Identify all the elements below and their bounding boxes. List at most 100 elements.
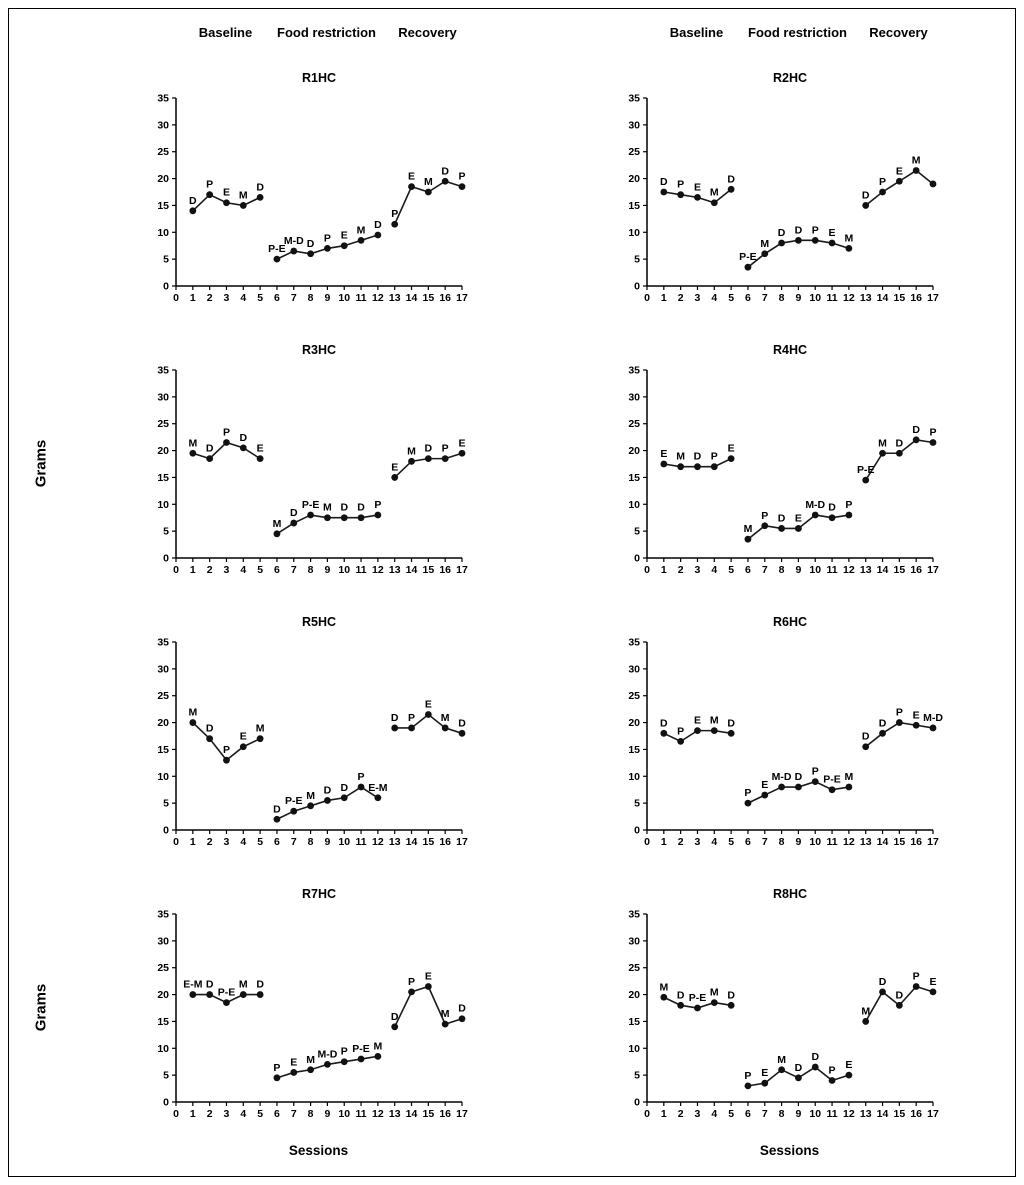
svg-text:1: 1 <box>189 1108 195 1120</box>
svg-text:14: 14 <box>876 292 888 304</box>
svg-text:16: 16 <box>439 836 451 848</box>
phase-label-baseline: Baseline <box>198 25 253 40</box>
svg-text:15: 15 <box>628 1016 640 1028</box>
svg-text:D: D <box>256 181 264 193</box>
svg-text:E: E <box>895 165 902 177</box>
svg-text:E: E <box>290 1056 297 1068</box>
svg-text:1: 1 <box>189 292 195 304</box>
chart-cell: R7HC 0 5 10 15 20 25 30 35 0 1 2 3 4 5 6 7 8 9 10 11 12 13 14 15… <box>65 871 536 1143</box>
svg-text:10: 10 <box>157 227 169 239</box>
svg-text:D: D <box>693 451 701 463</box>
svg-text:20: 20 <box>628 717 640 729</box>
svg-text:25: 25 <box>628 418 640 430</box>
svg-text:7: 7 <box>761 1108 767 1120</box>
svg-text:20: 20 <box>628 445 640 457</box>
svg-text:D: D <box>340 502 348 514</box>
svg-text:0: 0 <box>644 292 650 304</box>
svg-text:M: M <box>878 437 887 449</box>
svg-text:12: 12 <box>843 836 855 848</box>
svg-text:P: P <box>323 232 330 244</box>
svg-text:3: 3 <box>694 836 700 848</box>
svg-text:M: M <box>373 1040 382 1052</box>
svg-text:5: 5 <box>634 254 640 266</box>
svg-text:P: P <box>374 499 381 511</box>
svg-text:M: M <box>407 445 416 457</box>
svg-text:M: M <box>659 981 668 993</box>
svg-text:M: M <box>238 979 247 991</box>
svg-text:R7HC: R7HC <box>301 887 335 901</box>
svg-text:12: 12 <box>372 292 384 304</box>
svg-text:10: 10 <box>809 836 821 848</box>
svg-text:0: 0 <box>163 825 169 837</box>
svg-text:6: 6 <box>274 292 280 304</box>
svg-text:D: D <box>895 437 903 449</box>
svg-text:D: D <box>390 712 398 724</box>
svg-text:17: 17 <box>456 292 468 304</box>
svg-text:10: 10 <box>809 292 821 304</box>
svg-text:0: 0 <box>634 825 640 837</box>
svg-text:D: D <box>458 1003 466 1015</box>
svg-text:2: 2 <box>206 1108 212 1120</box>
svg-text:13: 13 <box>859 564 871 576</box>
svg-text:5: 5 <box>634 526 640 538</box>
x-axis-label-sessions-left: Sessions <box>65 1143 536 1171</box>
svg-text:6: 6 <box>274 564 280 576</box>
svg-text:D: D <box>794 1062 802 1074</box>
chart-r1hc: R1HC 0 5 10 15 20 25 30 35 0 1 2 3 4 5 6 7 8 9 10 11 12 13 14 15… <box>128 68 474 314</box>
svg-text:M: M <box>844 771 853 783</box>
svg-text:9: 9 <box>795 292 801 304</box>
svg-text:25: 25 <box>157 690 169 702</box>
svg-text:E: E <box>408 171 415 183</box>
svg-text:15: 15 <box>893 292 905 304</box>
svg-text:3: 3 <box>223 1108 229 1120</box>
svg-text:1: 1 <box>660 292 666 304</box>
svg-text:M: M <box>306 1054 315 1066</box>
svg-text:P-E: P-E <box>268 243 286 255</box>
svg-text:1: 1 <box>189 836 195 848</box>
svg-text:16: 16 <box>910 836 922 848</box>
svg-text:8: 8 <box>307 1108 313 1120</box>
svg-text:R4HC: R4HC <box>772 343 806 357</box>
svg-text:16: 16 <box>910 1108 922 1120</box>
svg-text:D: D <box>878 976 886 988</box>
svg-text:14: 14 <box>876 836 888 848</box>
svg-text:D: D <box>878 717 886 729</box>
svg-text:D: D <box>727 173 735 185</box>
svg-text:25: 25 <box>157 418 169 430</box>
svg-text:5: 5 <box>257 836 263 848</box>
svg-text:14: 14 <box>876 564 888 576</box>
svg-text:M: M <box>709 715 718 727</box>
grams-label: Grams <box>32 983 50 1031</box>
svg-text:15: 15 <box>628 744 640 756</box>
sessions-label: Sessions <box>759 1143 820 1158</box>
svg-text:9: 9 <box>324 1108 330 1120</box>
x-axis-label-sessions-right: Sessions <box>536 1143 1007 1171</box>
svg-text:7: 7 <box>290 836 296 848</box>
svg-text:M: M <box>272 518 281 530</box>
svg-text:8: 8 <box>778 1108 784 1120</box>
svg-text:25: 25 <box>628 690 640 702</box>
phase-header-right-column: Baseline Food restriction Recovery <box>536 15 1007 55</box>
svg-text:14: 14 <box>876 1108 888 1120</box>
svg-text:13: 13 <box>859 292 871 304</box>
svg-text:D: D <box>205 723 213 735</box>
svg-text:8: 8 <box>307 564 313 576</box>
svg-text:R2HC: R2HC <box>772 71 806 85</box>
svg-text:14: 14 <box>405 1108 417 1120</box>
svg-text:P: P <box>408 976 415 988</box>
svg-text:30: 30 <box>157 391 169 403</box>
svg-text:D: D <box>357 502 365 514</box>
svg-text:E: E <box>929 976 936 988</box>
svg-text:10: 10 <box>338 564 350 576</box>
svg-text:12: 12 <box>372 1108 384 1120</box>
svg-text:P: P <box>811 766 818 778</box>
svg-text:5: 5 <box>728 564 734 576</box>
svg-text:4: 4 <box>240 836 246 848</box>
svg-text:D: D <box>660 717 668 729</box>
svg-text:M-D: M-D <box>317 1048 337 1060</box>
svg-text:P: P <box>458 171 465 183</box>
chart-cell: R2HC 0 5 10 15 20 25 30 35 0 1 2 3 4 5 6 7 8 9 10 11 12 13 14 15… <box>536 55 1007 327</box>
svg-text:2: 2 <box>206 836 212 848</box>
svg-text:P-E: P-E <box>688 992 706 1004</box>
